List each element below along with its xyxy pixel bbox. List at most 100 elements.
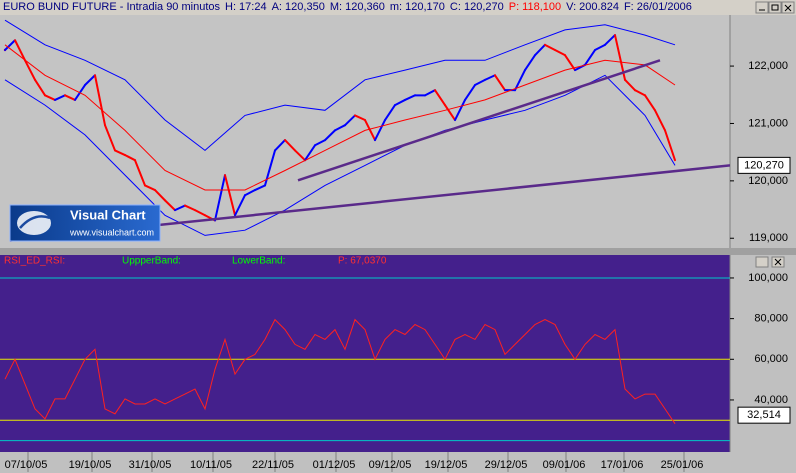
x-tick-label: 09/01/06: [543, 459, 586, 471]
price-segment: [94, 74, 106, 127]
y-tick-label: 120,000: [748, 175, 788, 187]
x-tick-label: 09/12/05: [369, 459, 412, 471]
axes: 122,000 121,000 120,000 119,000 120,270 100,0…: [4, 60, 791, 472]
y-tick-label: 100,000: [748, 272, 788, 284]
maximize-button[interactable]: [768, 1, 782, 14]
price-segment: [34, 78, 46, 97]
price-segment: [174, 204, 186, 212]
rsi-layer: [0, 277, 730, 442]
price-segment: [494, 74, 506, 92]
price-segment: [374, 119, 386, 142]
price-segment: [604, 34, 616, 46]
series-line: [4, 318, 676, 424]
price-segment: [304, 144, 316, 162]
price-segment: [424, 89, 436, 97]
y-tick-label: 121,000: [748, 117, 788, 129]
price-segment: [484, 74, 496, 81]
price-segment: [44, 94, 56, 101]
price-segment: [54, 94, 66, 101]
series-line: [4, 19, 676, 152]
price-segment: [254, 184, 266, 192]
y-tick-label: 60,000: [754, 353, 788, 365]
last-value-label: 120,270: [744, 159, 784, 171]
price-segment: [194, 209, 206, 217]
price-segment: [654, 109, 666, 132]
price-segment: [664, 129, 676, 162]
x-tick-label: 19/12/05: [425, 459, 468, 471]
minimize-button[interactable]: [755, 1, 769, 14]
quote-info: V: 200.824: [566, 1, 619, 13]
header-bar: [0, 0, 796, 15]
price-segment: [164, 199, 176, 212]
series-line: [297, 59, 661, 182]
rsi-plot: [0, 255, 730, 452]
price-segment: [104, 124, 116, 152]
price-segment: [334, 124, 346, 132]
x-tick-label: 01/12/05: [313, 459, 356, 471]
price-segment: [114, 149, 126, 157]
y-tick-label: 122,000: [748, 60, 788, 72]
price-segment: [544, 43, 556, 52]
price-segment: [454, 98, 466, 122]
y-tick-label: 40,000: [754, 394, 788, 406]
price-segment: [404, 94, 416, 101]
series-line: [4, 44, 676, 191]
last-value-box: [737, 156, 791, 174]
price-segment: [344, 114, 356, 127]
price-segment: [214, 174, 226, 222]
icon: [774, 258, 782, 266]
price-segment: [474, 78, 486, 87]
price-segment: [464, 84, 476, 101]
logo-icon: [17, 211, 51, 235]
x-tick-label: 31/10/05: [129, 459, 172, 471]
last-value-label: 32,514: [747, 409, 781, 421]
price-segment: [384, 104, 396, 122]
x-tick-label: 07/10/05: [5, 459, 48, 471]
quote-info: P: 118,100: [508, 1, 562, 13]
indicator-label: P: 67,0370: [338, 256, 387, 267]
x-tick-label: 10/11/05: [190, 459, 232, 471]
price-segment: [524, 54, 536, 72]
header: EURO BUND FUTURE - Intradia 90 minutos H:…: [3, 0, 697, 15]
price-segment: [154, 189, 166, 202]
price-segment: [14, 39, 26, 62]
logo: Visual Chart www.visualchart.com: [9, 204, 161, 242]
quote-info: F: 26/01/2006: [623, 1, 692, 13]
quote-info: A: 120,350: [271, 1, 325, 13]
indicator-label: LowerBand:: [232, 256, 285, 267]
price-segment: [284, 139, 296, 152]
price-segment: [584, 49, 596, 66]
price-segment: [184, 204, 196, 212]
y-tick-label: 119,000: [749, 232, 788, 244]
price-segment: [274, 139, 286, 152]
price-segment: [554, 49, 566, 57]
price-segment: [394, 98, 406, 107]
price-segment: [644, 94, 656, 112]
date-axis: [0, 452, 796, 473]
price-segment: [294, 149, 306, 162]
price-segment: [324, 129, 336, 142]
logo-url: www.visualchart.com: [69, 227, 154, 237]
icon: [784, 4, 792, 12]
y-tick-label: 80,000: [754, 313, 788, 325]
indicator-label: UppperBand:: [122, 256, 181, 267]
logo-name: Visual Chart: [70, 207, 146, 222]
indicator-label: RSI_ED_RSI:: [4, 256, 65, 267]
quote-info: C: 120,270: [449, 1, 504, 13]
icon: [771, 4, 779, 11]
price-segment: [514, 69, 526, 92]
panel-minimize[interactable]: [755, 256, 769, 268]
price-segment: [634, 89, 646, 97]
price-segment: [434, 89, 446, 107]
price-segment: [64, 94, 76, 101]
price-segment: [144, 184, 156, 192]
panel-separator: [0, 248, 796, 255]
price-segment: [594, 43, 606, 52]
window-buttons[interactable]: [755, 1, 795, 268]
price-segment: [84, 74, 96, 87]
x-tick-label: 29/12/05: [485, 459, 528, 471]
quote-info: M: 120,360: [329, 1, 385, 13]
series-line: [4, 74, 676, 236]
